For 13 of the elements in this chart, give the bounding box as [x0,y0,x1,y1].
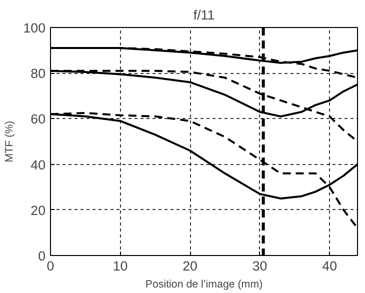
x-tick-label: 40 [322,258,338,274]
y-tick-label: 60 [30,112,46,127]
y-tick-label: 80 [30,66,46,82]
x-tick-label: 30 [252,258,268,274]
chart-title: f/11 [193,8,215,22]
x-tick-label: 10 [112,258,128,274]
x-tick-label: 20 [182,258,198,274]
y-axis-title: MTF (%) [3,120,16,162]
y-tick-label: 0 [38,248,46,264]
y-tick-label: 20 [30,202,46,218]
x-axis-title: Position de l’image (mm) [145,278,263,290]
y-tick-label: 40 [30,157,46,172]
y-tick-label: 100 [23,20,46,36]
